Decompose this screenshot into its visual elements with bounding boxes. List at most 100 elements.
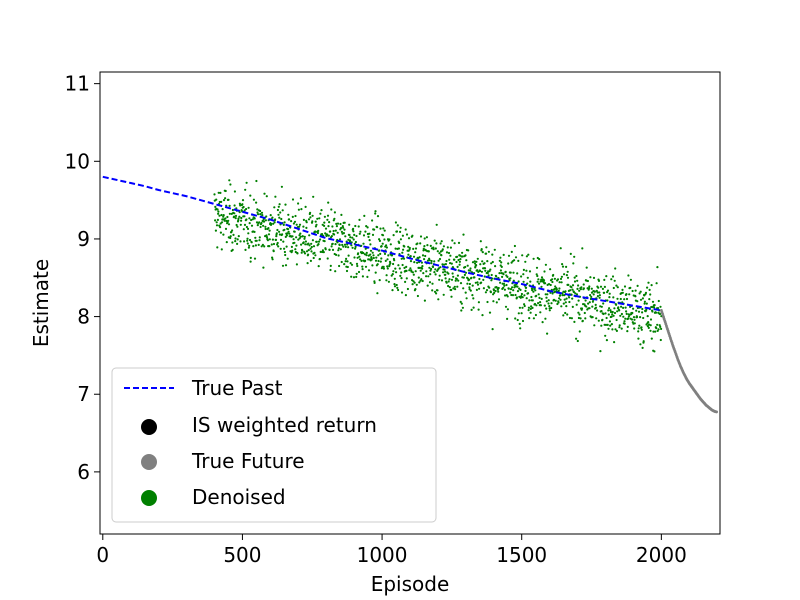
- denoised-point: [565, 265, 568, 268]
- denoised-point: [597, 286, 600, 289]
- denoised-point: [323, 240, 326, 243]
- denoised-point: [404, 294, 407, 297]
- denoised-point: [381, 234, 385, 237]
- denoised-point: [365, 254, 368, 257]
- denoised-point: [529, 307, 532, 310]
- denoised-point: [291, 198, 295, 201]
- denoised-point: [237, 219, 240, 222]
- denoised-point: [231, 229, 234, 232]
- denoised-point: [620, 327, 623, 330]
- plot-frame: [99, 71, 721, 535]
- denoised-point: [639, 343, 642, 346]
- denoised-point: [378, 279, 381, 282]
- denoised-point: [653, 304, 656, 307]
- denoised-point: [463, 273, 466, 276]
- denoised-point: [478, 269, 482, 273]
- denoised-point: [323, 215, 326, 218]
- denoised-point: [547, 283, 551, 286]
- denoised-point: [554, 285, 557, 288]
- denoised-point: [271, 238, 274, 241]
- denoised-point: [650, 284, 653, 287]
- denoised-point: [516, 290, 520, 293]
- denoised-point: [497, 290, 500, 293]
- denoised-point: [585, 305, 588, 308]
- denoised-point: [315, 240, 318, 243]
- denoised-point: [312, 245, 316, 248]
- denoised-point: [378, 238, 381, 241]
- denoised-point: [556, 278, 560, 281]
- denoised-point: [519, 296, 522, 299]
- denoised-point: [590, 287, 593, 290]
- denoised-point: [604, 323, 608, 326]
- denoised-point: [589, 294, 592, 297]
- denoised-point: [305, 221, 308, 224]
- denoised-point: [600, 324, 603, 327]
- denoised-point: [499, 281, 502, 284]
- denoised-point: [330, 235, 333, 238]
- denoised-point: [571, 288, 574, 291]
- denoised-point: [302, 241, 305, 244]
- denoised-point: [409, 260, 413, 263]
- denoised-point: [564, 311, 567, 315]
- denoised-point: [328, 248, 331, 251]
- denoised-point: [465, 259, 468, 262]
- denoised-point: [247, 246, 250, 249]
- denoised-point: [255, 239, 258, 242]
- denoised-point: [285, 245, 288, 248]
- denoised-point: [578, 289, 581, 292]
- denoised-point: [357, 225, 360, 228]
- denoised-point: [419, 242, 422, 245]
- denoised-point: [213, 193, 216, 196]
- denoised-point: [317, 265, 320, 268]
- denoised-point: [348, 233, 351, 237]
- denoised-point: [344, 235, 347, 238]
- denoised-point: [529, 280, 532, 283]
- denoised-point: [388, 238, 391, 241]
- denoised-point: [509, 291, 512, 294]
- denoised-point: [599, 350, 602, 353]
- denoised-point: [563, 298, 566, 301]
- denoised-point: [387, 280, 390, 283]
- denoised-point: [579, 317, 582, 320]
- denoised-point: [647, 281, 650, 284]
- denoised-point: [518, 287, 521, 290]
- denoised-point: [459, 282, 463, 285]
- denoised-point: [629, 305, 632, 308]
- denoised-point: [569, 252, 572, 255]
- denoised-point: [602, 302, 605, 305]
- denoised-point: [254, 236, 257, 239]
- denoised-point: [619, 314, 622, 317]
- denoised-point: [385, 246, 388, 249]
- denoised-point: [503, 288, 506, 291]
- denoised-point: [412, 247, 415, 250]
- denoised-point: [435, 292, 438, 295]
- denoised-point: [504, 270, 507, 273]
- denoised-point: [278, 230, 281, 233]
- denoised-point: [528, 270, 532, 273]
- denoised-point: [454, 279, 457, 282]
- denoised-point: [399, 274, 402, 277]
- denoised-point: [321, 249, 324, 252]
- denoised-point: [222, 199, 226, 202]
- denoised-point: [426, 244, 429, 247]
- denoised-point: [481, 251, 484, 254]
- denoised-point: [618, 309, 621, 312]
- denoised-point: [413, 261, 416, 264]
- denoised-point: [445, 281, 448, 284]
- legend-true-future-label: True Future: [191, 449, 305, 473]
- denoised-point: [649, 318, 653, 321]
- denoised-point: [395, 230, 399, 233]
- denoised-point: [330, 245, 333, 248]
- denoised-point: [619, 297, 622, 301]
- denoised-point: [477, 308, 480, 311]
- denoised-point: [217, 191, 220, 194]
- denoised-point: [453, 258, 456, 261]
- denoised-point: [214, 205, 217, 208]
- denoised-point: [386, 267, 389, 270]
- denoised-point: [604, 312, 607, 315]
- denoised-point: [316, 217, 319, 220]
- denoised-point: [391, 273, 394, 276]
- denoised-point: [575, 303, 578, 306]
- denoised-point: [314, 220, 317, 223]
- denoised-point: [549, 283, 552, 287]
